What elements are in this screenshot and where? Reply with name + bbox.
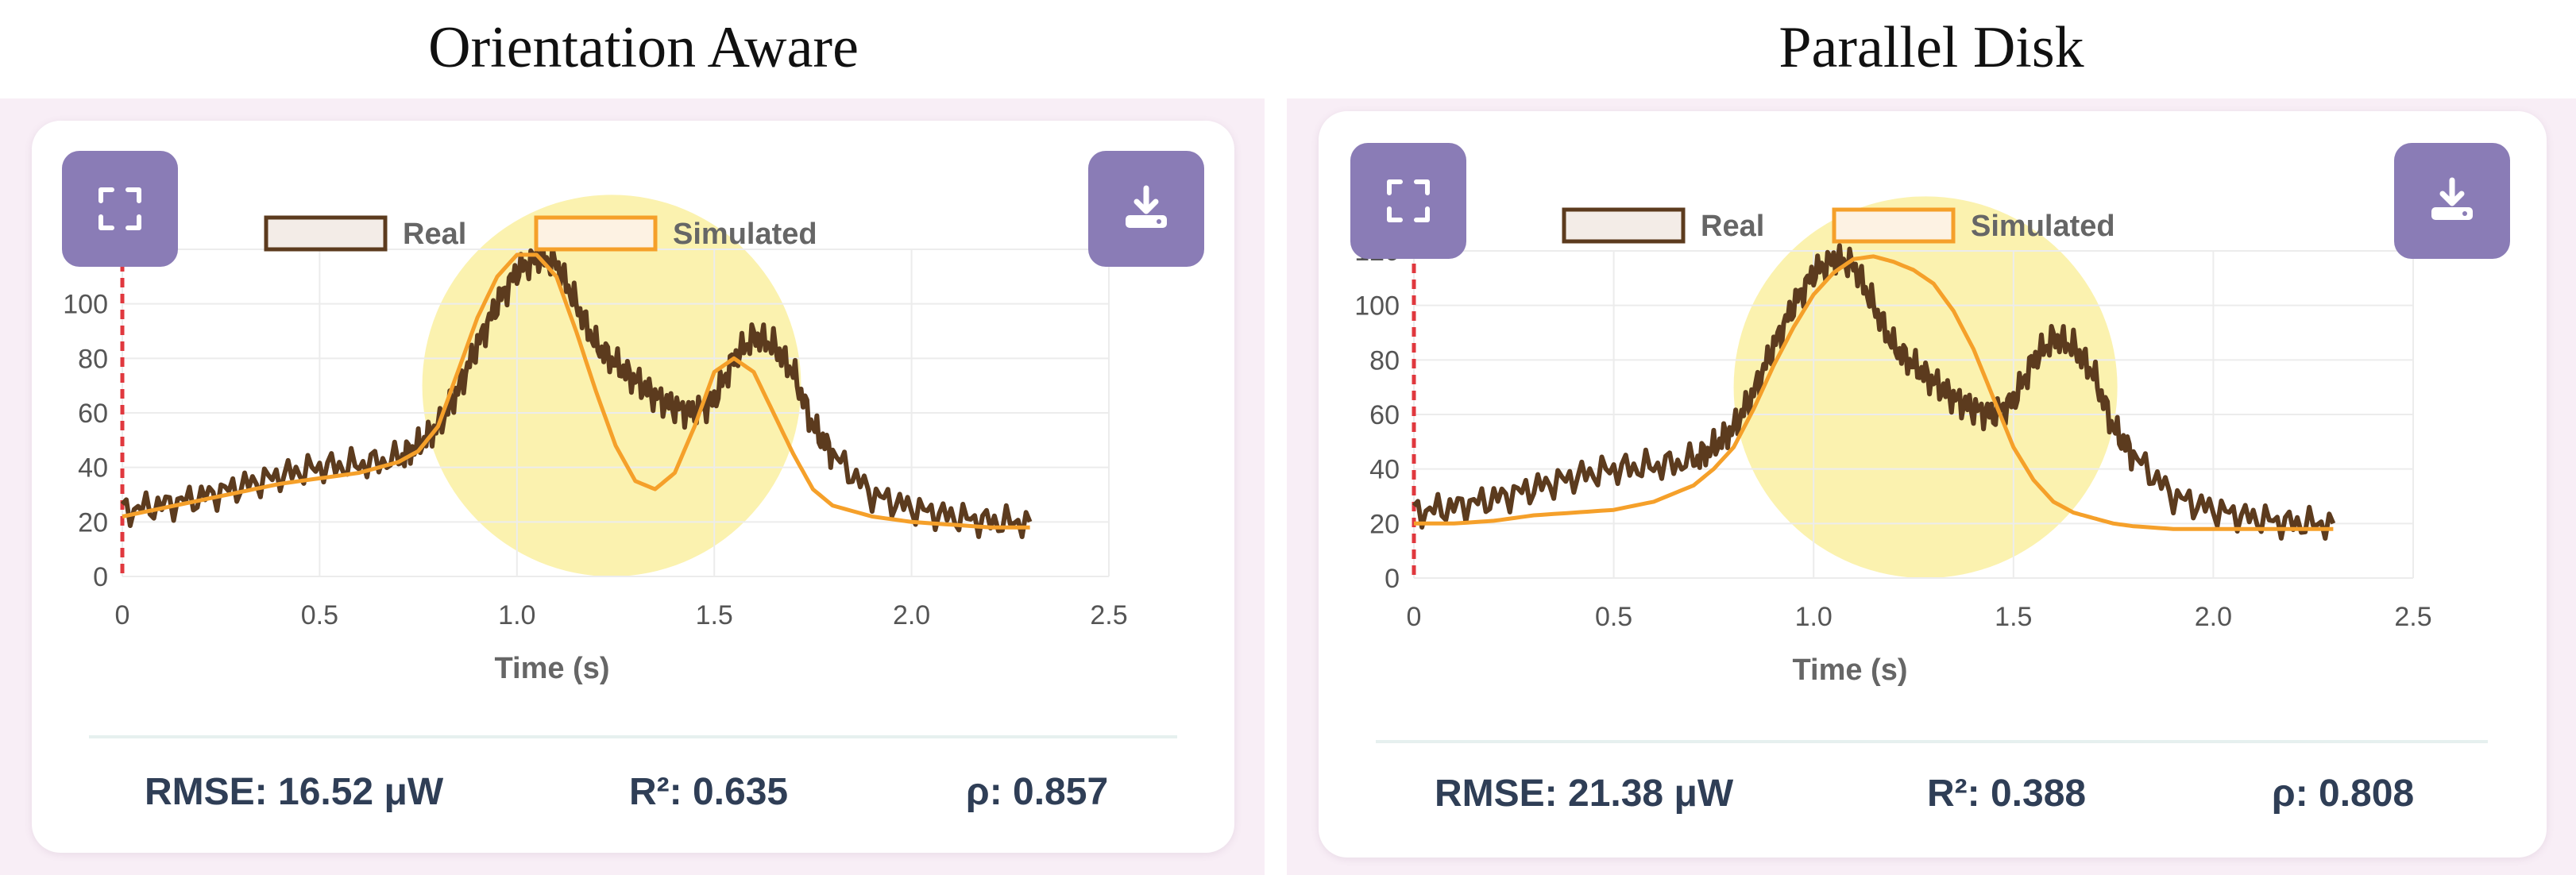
download-button[interactable] [2394, 143, 2510, 259]
y-tick-label: 60 [78, 399, 108, 429]
y-tick-label: 60 [1369, 400, 1400, 430]
metrics-divider [1376, 740, 2488, 743]
y-tick-label: 100 [1354, 291, 1400, 322]
rmse-value: RMSE: 16.52 μW [145, 771, 444, 813]
y-tick-label: 100 [63, 290, 108, 320]
r2-value: R²: 0.635 [629, 771, 789, 813]
x-tick-label: 0 [115, 600, 130, 630]
legend-label-simulated[interactable]: Simulated [673, 218, 817, 251]
x-tick-label: 0.5 [301, 600, 338, 630]
y-tick-label: 20 [78, 507, 108, 538]
legend-label-real[interactable]: Real [403, 218, 466, 251]
x-tick-label: 2.0 [2195, 602, 2232, 632]
r2-value: R²: 0.388 [1927, 773, 2087, 815]
x-tick-label: 1.5 [1995, 602, 2032, 632]
expand-icon [1387, 179, 1430, 222]
legend-swatch-simulated [1832, 207, 1956, 244]
download-icon [2431, 177, 2473, 220]
x-tick-label: 1.5 [696, 600, 733, 630]
x-tick-label: 1.0 [498, 600, 535, 630]
x-axis-title: Time (s) [494, 652, 609, 685]
x-tick-label: 1.0 [1795, 602, 1833, 632]
legend-swatch-simulated [534, 215, 658, 252]
rho-value: ρ: 0.808 [2272, 773, 2415, 815]
panel-heading-parallel-disk: Parallel Disk [1778, 14, 2084, 80]
rho-value: ρ: 0.857 [966, 771, 1109, 813]
expand-button[interactable] [1350, 143, 1466, 259]
x-tick-label: 2.0 [893, 600, 930, 630]
y-tick-label: 0 [1385, 564, 1400, 594]
y-tick-label: 80 [78, 344, 108, 374]
download-icon [1126, 185, 1167, 228]
panel-heading-orientation-aware: Orientation Aware [428, 14, 859, 80]
y-tick-label: 40 [1369, 455, 1400, 485]
legend-label-real[interactable]: Real [1701, 210, 1764, 243]
y-tick-label: 20 [1369, 509, 1400, 539]
expand-icon [98, 187, 141, 230]
series-line-real [1412, 243, 2336, 541]
y-tick-label: 80 [1369, 345, 1400, 376]
legend-swatch-real [1562, 207, 1686, 244]
x-tick-label: 2.5 [2394, 602, 2431, 632]
expand-button[interactable] [62, 151, 178, 267]
metrics-divider [89, 735, 1177, 738]
x-tick-label: 2.5 [1090, 600, 1127, 630]
y-tick-label: 0 [93, 562, 108, 592]
legend-swatch-real [264, 215, 388, 252]
rmse-value: RMSE: 21.38 μW [1435, 773, 1734, 815]
highlight-circle [1733, 196, 2118, 579]
y-tick-label: 40 [78, 453, 108, 484]
highlight-circle [422, 195, 801, 577]
x-tick-label: 0 [1407, 602, 1422, 632]
legend-label-simulated[interactable]: Simulated [1971, 210, 2115, 243]
series-line-simulated [1414, 254, 2334, 531]
series-line-simulated [122, 252, 1030, 530]
x-axis-title: Time (s) [1792, 653, 1907, 687]
x-tick-label: 0.5 [1595, 602, 1632, 632]
download-button[interactable] [1088, 151, 1204, 267]
